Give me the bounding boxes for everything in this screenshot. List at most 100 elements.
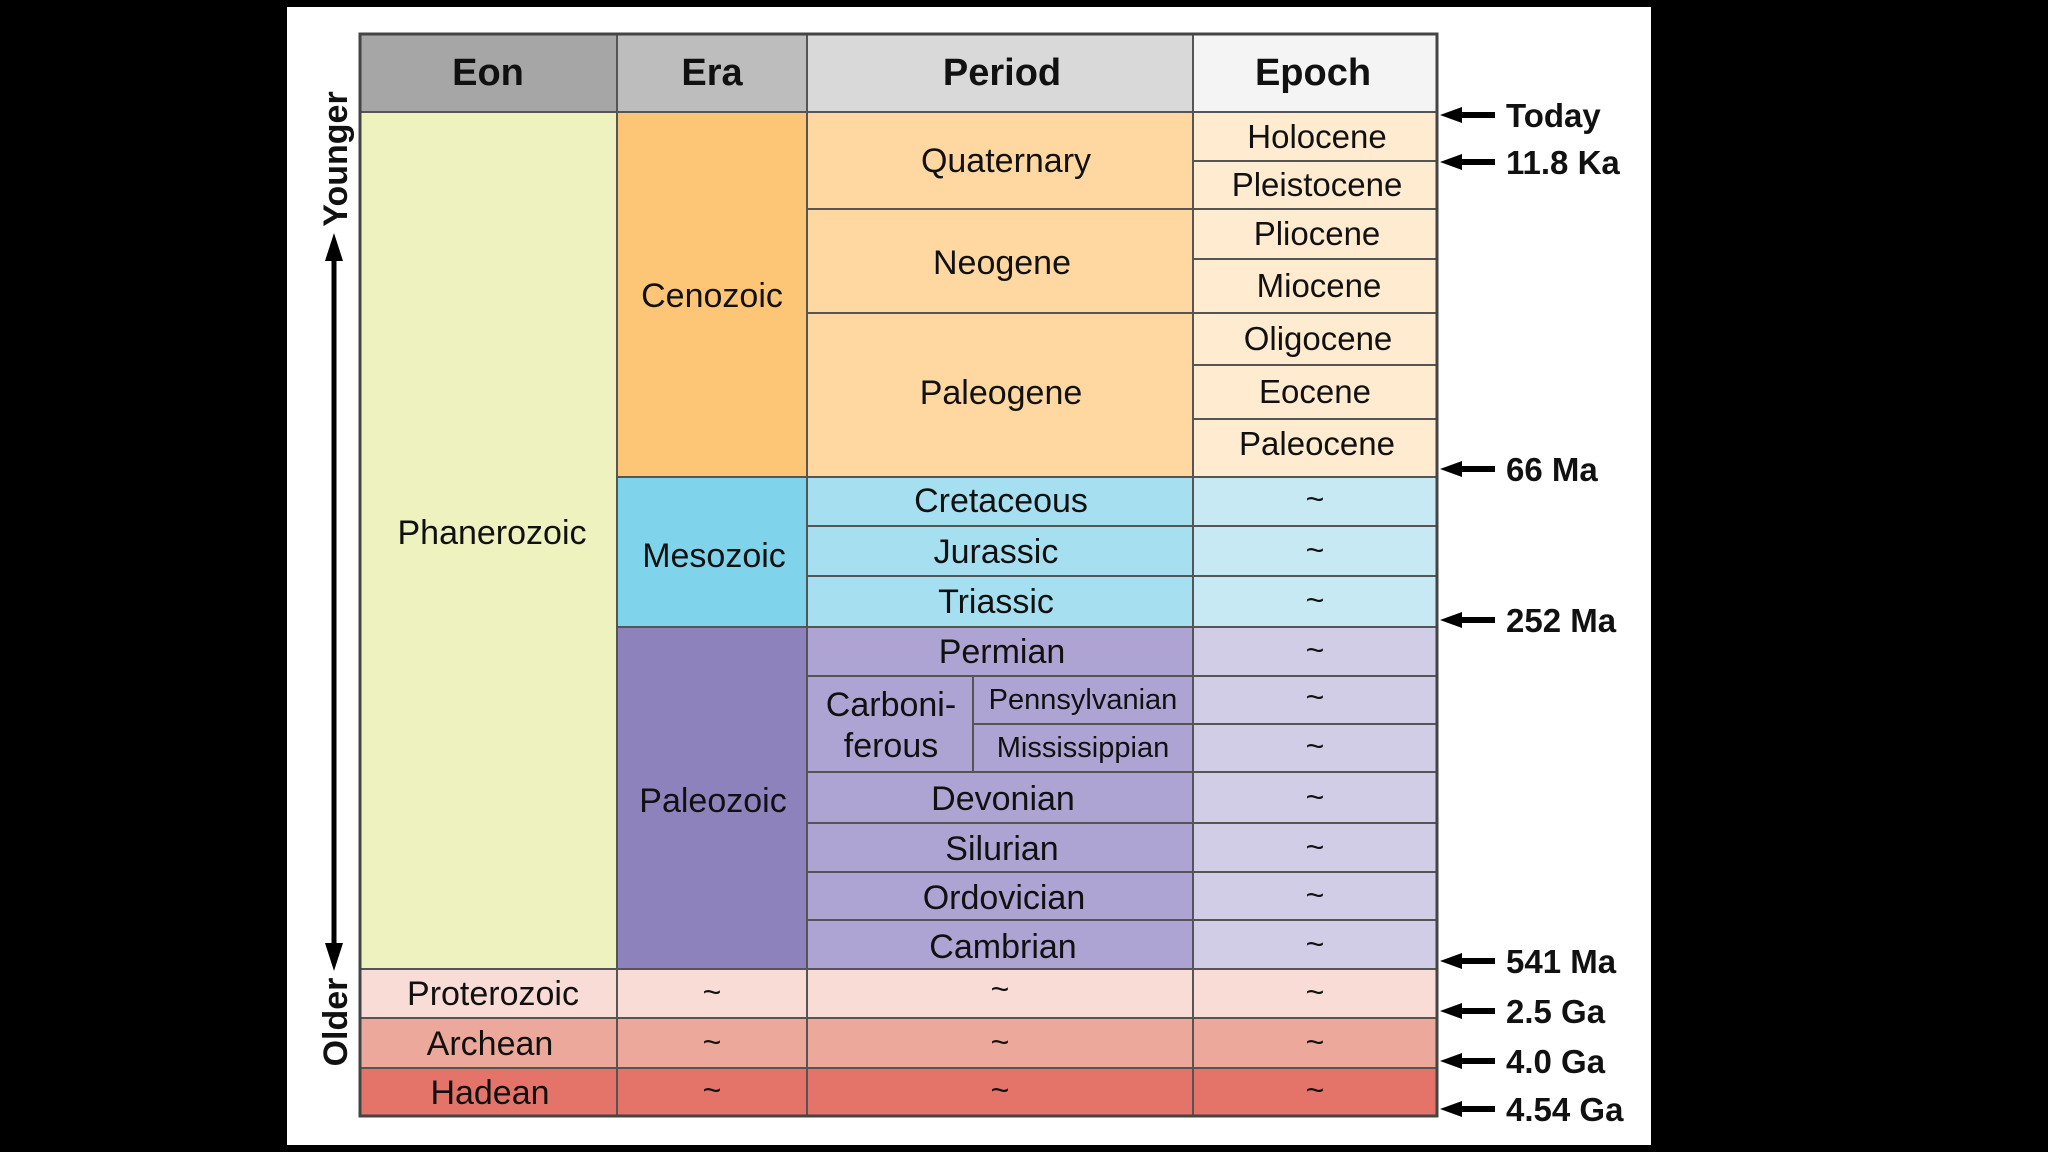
period-permian: Permian (939, 633, 1066, 671)
axis-older-label: Older (317, 978, 355, 1067)
period-cretaceous-cell (806, 476, 1194, 527)
marker-4-0-ga: 4.0 Ga (1440, 1043, 1606, 1080)
epoch-silurian: ~ (1306, 829, 1325, 865)
epoch-eocene-cell (1192, 364, 1438, 420)
eon-column: Phanerozoic Proterozoic Archean Hadean (359, 111, 618, 1117)
era-archean: ~ (703, 1024, 722, 1060)
epoch-ordovician: ~ (1306, 877, 1325, 913)
era-column: Cenozoic Mesozoic Paleozoic ~ ~ ~ (616, 111, 808, 1117)
epoch-holocene: Holocene (1247, 118, 1386, 155)
period-hadean-cell (806, 1067, 1194, 1117)
marker-2-5-ga-arrow-icon (1440, 1003, 1495, 1019)
marker-today: Today (1440, 97, 1601, 134)
epoch-pliocene: Pliocene (1254, 215, 1381, 252)
epoch-ordovician-cell (1192, 871, 1438, 921)
period-cambrian-cell (806, 919, 1194, 970)
marker-11-8-ka: 11.8 Ka (1440, 144, 1620, 181)
period-carboniferous-line2: ferous (844, 727, 939, 765)
eon-phanerozoic-cell (359, 111, 618, 970)
marker-4-0-ga-arrow-icon (1440, 1053, 1495, 1069)
header-period: Period (943, 52, 1061, 94)
marker-4-54-ga-arrow-icon (1440, 1101, 1495, 1117)
period-hadean: ~ (991, 1072, 1010, 1108)
age-axis-up-arrow-icon (325, 233, 343, 261)
epoch-oligocene-cell (1192, 312, 1438, 366)
period-neogene: Neogene (933, 244, 1071, 282)
header-era: Era (681, 52, 743, 94)
epoch-pleistocene: Pleistocene (1232, 166, 1403, 203)
epoch-hadean-cell (1192, 1067, 1438, 1117)
epoch-permian: ~ (1306, 632, 1325, 668)
marker-4-54-ga-label: 4.54 Ga (1506, 1091, 1624, 1128)
era-mesozoic: Mesozoic (642, 537, 786, 575)
eon-archean: Archean (427, 1025, 554, 1063)
epoch-devonian: ~ (1306, 779, 1325, 815)
period-cambrian: Cambrian (929, 928, 1076, 966)
period-pennsylvanian-cell (972, 675, 1194, 725)
period-devonian: Devonian (931, 780, 1075, 818)
period-pennsylvanian: Pennsylvanian (989, 684, 1178, 716)
period-archean: ~ (991, 1024, 1010, 1060)
marker-252-ma-label: 252 Ma (1506, 602, 1617, 639)
epoch-paleocene: Paleocene (1239, 425, 1395, 462)
epoch-mississippian: ~ (1306, 728, 1325, 764)
period-permian-cell (806, 626, 1194, 677)
geologic-time-table: Eon Era Period Epoch Phanerozoic Protero… (317, 32, 1624, 1128)
marker-66-ma: 66 Ma (1440, 451, 1598, 488)
epoch-archean-cell (1192, 1017, 1438, 1069)
epoch-proterozoic-cell (1192, 968, 1438, 1019)
epoch-pennsylvanian: ~ (1306, 679, 1325, 715)
period-paleogene: Paleogene (920, 374, 1083, 412)
period-neogene-cell (806, 208, 1194, 314)
time-markers: Today 11.8 Ka 66 Ma 252 Ma 541 Ma 2.5 Ga (1440, 97, 1624, 1128)
marker-541-ma: 541 Ma (1440, 943, 1617, 980)
epoch-devonian-cell (1192, 771, 1438, 824)
epoch-archean: ~ (1306, 1024, 1325, 1060)
period-triassic: Triassic (938, 583, 1054, 621)
header-epoch: Epoch (1255, 52, 1371, 94)
age-axis: Younger Older (317, 91, 355, 1066)
period-carboniferous-cell (806, 675, 974, 773)
epoch-proterozoic: ~ (1306, 974, 1325, 1010)
marker-11-8-ka-label: 11.8 Ka (1506, 144, 1620, 181)
period-proterozoic: ~ (991, 971, 1010, 1007)
marker-252-ma: 252 Ma (1440, 602, 1617, 639)
period-jurassic: Jurassic (934, 533, 1059, 571)
period-paleogene-cell (806, 312, 1194, 478)
epoch-triassic: ~ (1306, 582, 1325, 618)
era-paleozoic: Paleozoic (639, 782, 786, 820)
header-era-cell (616, 33, 808, 113)
epoch-silurian-cell (1192, 822, 1438, 873)
marker-4-0-ga-label: 4.0 Ga (1506, 1043, 1606, 1080)
epoch-cambrian: ~ (1306, 926, 1325, 962)
epoch-permian-cell (1192, 626, 1438, 677)
marker-2-5-ga: 2.5 Ga (1440, 993, 1606, 1030)
epoch-jurassic: ~ (1306, 532, 1325, 568)
header-row: Eon Era Period Epoch (359, 33, 1438, 113)
marker-252-ma-arrow-icon (1440, 612, 1495, 628)
era-mesozoic-cell (616, 476, 808, 628)
period-quaternary: Quaternary (921, 142, 1091, 180)
eon-proterozoic: Proterozoic (407, 975, 579, 1013)
axis-younger-label: Younger (317, 91, 355, 226)
marker-2-5-ga-label: 2.5 Ga (1506, 993, 1606, 1030)
marker-4-54-ga: 4.54 Ga (1440, 1091, 1624, 1128)
period-proterozoic-cell (806, 968, 1194, 1019)
era-hadean-cell (616, 1067, 808, 1117)
geologic-time-chart: Eon Era Period Epoch Phanerozoic Protero… (287, 7, 1651, 1145)
period-mississippian: Mississippian (997, 732, 1169, 764)
period-silurian: Silurian (945, 830, 1058, 868)
era-proterozoic: ~ (703, 974, 722, 1010)
period-triassic-cell (806, 575, 1194, 628)
epoch-cretaceous: ~ (1306, 481, 1325, 517)
eon-phanerozoic: Phanerozoic (397, 514, 586, 552)
epoch-miocene: Miocene (1257, 267, 1382, 304)
epoch-column: Holocene Pleistocene Pliocene Miocene Ol… (1192, 111, 1438, 1117)
marker-11-8-ka-arrow-icon (1440, 154, 1495, 170)
era-cenozoic: Cenozoic (641, 277, 783, 315)
period-jurassic-cell (806, 525, 1194, 577)
marker-today-label: Today (1506, 97, 1601, 134)
era-hadean: ~ (703, 1072, 722, 1108)
marker-541-ma-label: 541 Ma (1506, 943, 1617, 980)
marker-66-ma-label: 66 Ma (1506, 451, 1598, 488)
